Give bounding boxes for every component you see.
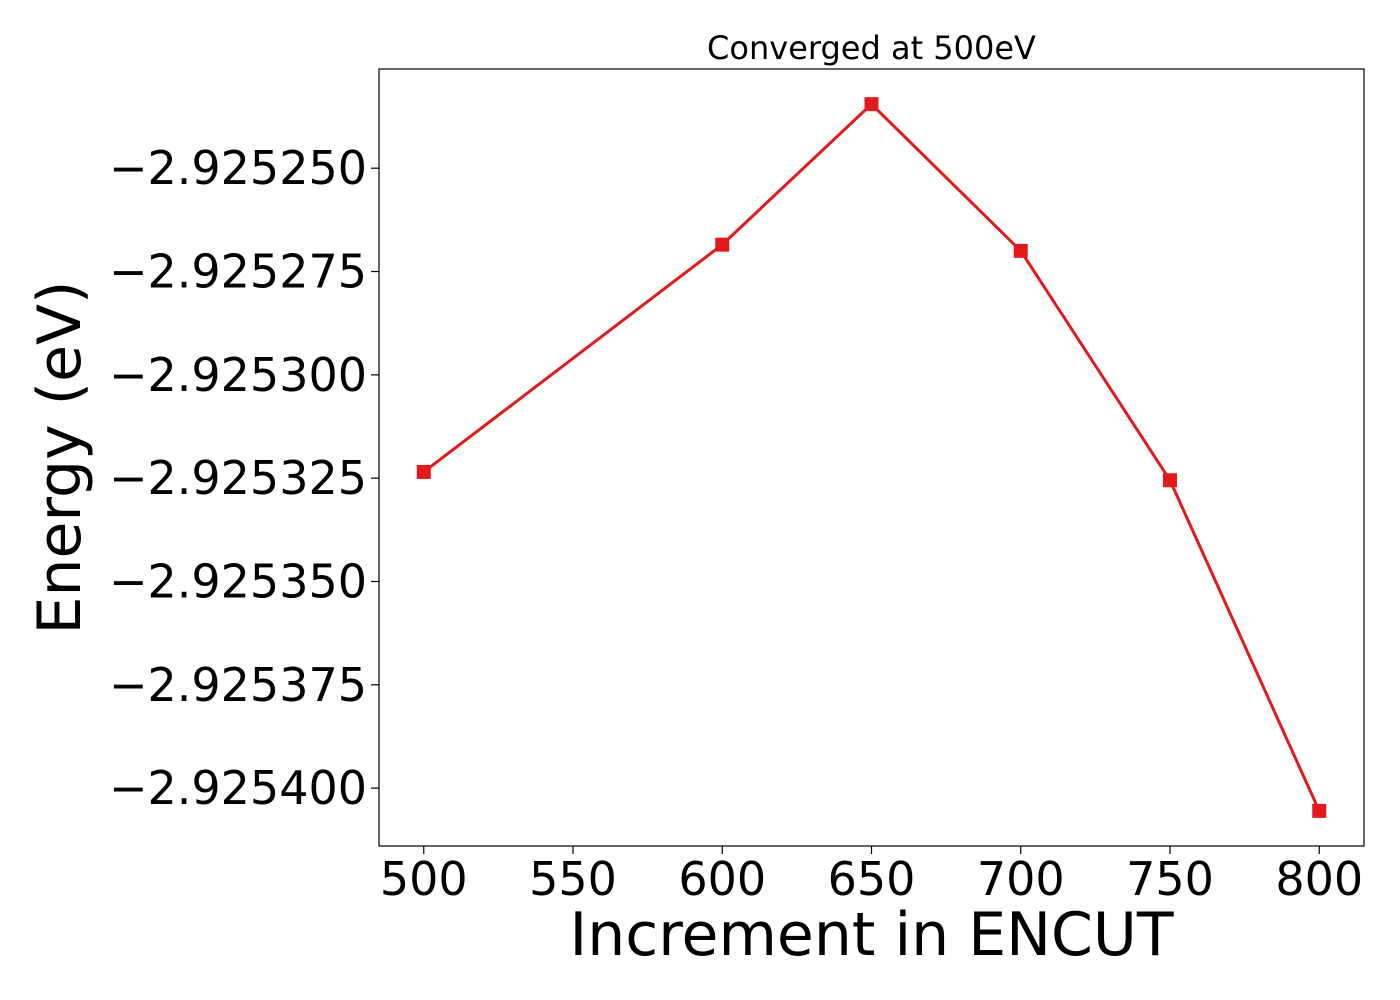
y-axis-label: Energy (eV)	[25, 281, 95, 635]
x-tick-label: 650	[828, 852, 916, 906]
y-tick-label: −2.925325	[109, 451, 367, 505]
x-tick-label: 550	[529, 852, 617, 906]
chart-title: Converged at 500eV	[707, 29, 1036, 67]
y-axis-ticks: −2.925250 −2.925275 −2.925300 −2.925325 −2.9…	[109, 141, 379, 815]
data-point-marker	[715, 237, 730, 252]
y-tick-label: −2.925375	[109, 658, 367, 712]
y-tick-label: −2.925275	[109, 245, 367, 299]
x-tick-label: 800	[1275, 852, 1363, 906]
data-point-marker	[864, 97, 879, 112]
y-tick-label: −2.925250	[109, 141, 367, 195]
data-point-marker	[1312, 803, 1327, 818]
data-point-marker	[416, 464, 431, 479]
x-axis-ticks: 500 550 600 650 700 750 800	[380, 846, 1363, 906]
x-tick-label: 700	[977, 852, 1065, 906]
plot-area-frame	[378, 68, 1365, 847]
y-tick-label: −2.925300	[109, 348, 367, 402]
x-tick-label: 750	[1126, 852, 1214, 906]
y-tick-label: −2.925400	[109, 761, 367, 815]
data-point-marker	[1162, 473, 1177, 488]
series-line	[422, 102, 1321, 812]
x-axis-label: Increment in ENCUT	[570, 900, 1174, 970]
x-tick-label: 500	[380, 852, 468, 906]
data-point-marker	[1013, 243, 1028, 258]
y-tick-label: −2.925350	[109, 554, 367, 608]
series-layer	[416, 97, 1327, 818]
x-tick-label: 600	[678, 852, 766, 906]
